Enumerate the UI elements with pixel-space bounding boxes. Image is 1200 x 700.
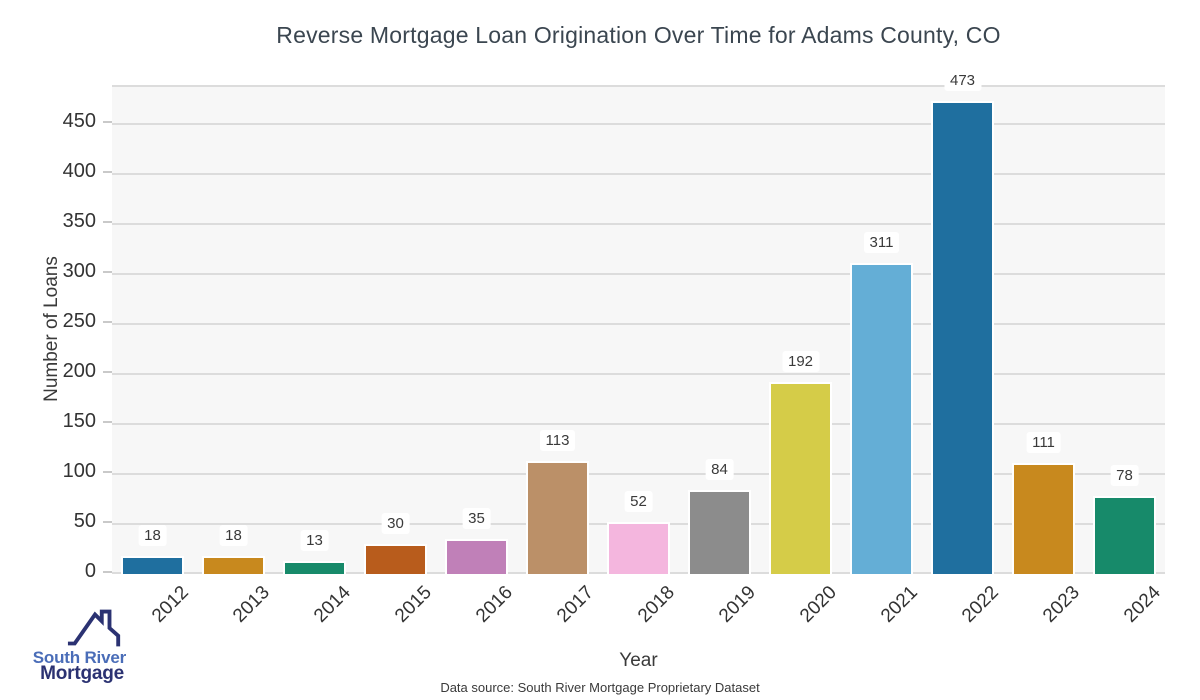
x-tick-label-2020: 2020: [795, 582, 841, 627]
y-tick-label: 250: [62, 310, 96, 332]
y-tick-mark: [103, 271, 112, 273]
x-tick-label-2017: 2017: [552, 582, 598, 627]
x-tick-label-2016: 2016: [471, 582, 517, 627]
bar-2016: [445, 539, 508, 574]
bar-value-label-2018: 52: [624, 491, 653, 512]
bar-value-label-2014: 13: [300, 530, 329, 551]
y-tick-mark: [103, 571, 112, 573]
logo-text-line1: South River: [32, 648, 126, 667]
gridline-250: [112, 323, 1165, 325]
gridline-350: [112, 223, 1165, 225]
x-axis-title: Year: [619, 650, 658, 671]
bar-value-label-2023: 111: [1026, 432, 1061, 453]
bar-2021: [850, 263, 913, 574]
logo-text-line2: Mortgage: [40, 663, 124, 684]
bar-value-label-2016: 35: [462, 508, 491, 529]
y-tick-mark: [103, 121, 112, 123]
gridline-300: [112, 273, 1165, 275]
bar-2024: [1093, 496, 1156, 574]
bar-value-label-2019: 84: [705, 459, 734, 480]
bar-value-text: 473: [943, 70, 982, 91]
bar-2019: [688, 490, 751, 574]
x-tick-label-2014: 2014: [309, 582, 355, 627]
bar-value-label-2012: 18: [138, 525, 167, 546]
bar-value-text: 35: [462, 508, 491, 529]
y-tick-label: 450: [62, 110, 96, 132]
y-tick-label: 0: [84, 560, 96, 582]
y-tick-mark: [103, 221, 112, 223]
data-source-text: Data source: South River Mortgage Propri…: [440, 680, 760, 695]
x-tick-label-2015: 2015: [390, 582, 436, 627]
y-tick-mark: [103, 171, 112, 173]
y-tick-label: 350: [62, 210, 96, 232]
bar-2015: [364, 544, 427, 574]
bar-value-text: 78: [1110, 465, 1139, 486]
bar-2013: [202, 556, 265, 574]
y-tick-label: 300: [62, 260, 96, 282]
gridline-150: [112, 423, 1165, 425]
bar-value-text: 113: [539, 430, 576, 451]
bar-value-label-2024: 78: [1110, 465, 1139, 486]
bar-value-label-2022: 473: [943, 70, 982, 91]
x-tick-label-2019: 2019: [714, 582, 760, 627]
x-tick-label-2024: 2024: [1119, 582, 1165, 627]
y-tick-label: 50: [73, 510, 96, 532]
x-tick-label-2022: 2022: [957, 582, 1003, 627]
bar-value-label-2013: 18: [219, 525, 248, 546]
bar-2014: [283, 561, 346, 574]
bar-value-text: 84: [705, 459, 734, 480]
x-tick-label-2013: 2013: [228, 582, 274, 627]
bar-value-text: 52: [624, 491, 653, 512]
y-tick-mark: [103, 471, 112, 473]
gridline-400: [112, 173, 1165, 175]
logo: South River Mortgage: [14, 606, 126, 684]
bar-value-text: 18: [219, 525, 248, 546]
bar-value-text: 111: [1026, 432, 1061, 453]
y-tick-label: 200: [62, 360, 96, 382]
gridline-450: [112, 123, 1165, 125]
y-tick-label: 150: [62, 410, 96, 432]
bar-value-label-2015: 30: [381, 513, 410, 534]
y-tick-label: 400: [62, 160, 96, 182]
bar-value-text: 18: [138, 525, 167, 546]
y-tick-mark: [103, 321, 112, 323]
x-tick-label-2023: 2023: [1038, 582, 1084, 627]
bar-value-text: 30: [381, 513, 410, 534]
bar-value-text: 311: [863, 232, 900, 253]
gridline-100: [112, 473, 1165, 475]
bar-2017: [526, 461, 589, 574]
bar-value-label-2017: 113: [539, 430, 576, 451]
bar-value-label-2021: 311: [863, 232, 900, 253]
bar-value-label-2020: 192: [781, 351, 820, 372]
chart-title: Reverse Mortgage Loan Origination Over T…: [276, 22, 1001, 48]
bar-2023: [1012, 463, 1075, 574]
gridline-200: [112, 373, 1165, 375]
bar-2012: [121, 556, 184, 574]
x-tick-label-2018: 2018: [633, 582, 679, 627]
x-tick-label-2012: 2012: [147, 582, 193, 627]
house-roof-icon: [67, 609, 121, 647]
bar-value-text: 192: [781, 351, 820, 372]
bar-2018: [607, 522, 670, 574]
bar-2022: [931, 101, 994, 574]
y-tick-label: 100: [62, 460, 96, 482]
y-tick-mark: [103, 421, 112, 423]
y-tick-mark: [103, 371, 112, 373]
bar-2020: [769, 382, 832, 574]
x-tick-label-2021: 2021: [876, 582, 922, 627]
bar-value-text: 13: [300, 530, 329, 551]
y-tick-mark: [103, 521, 112, 523]
